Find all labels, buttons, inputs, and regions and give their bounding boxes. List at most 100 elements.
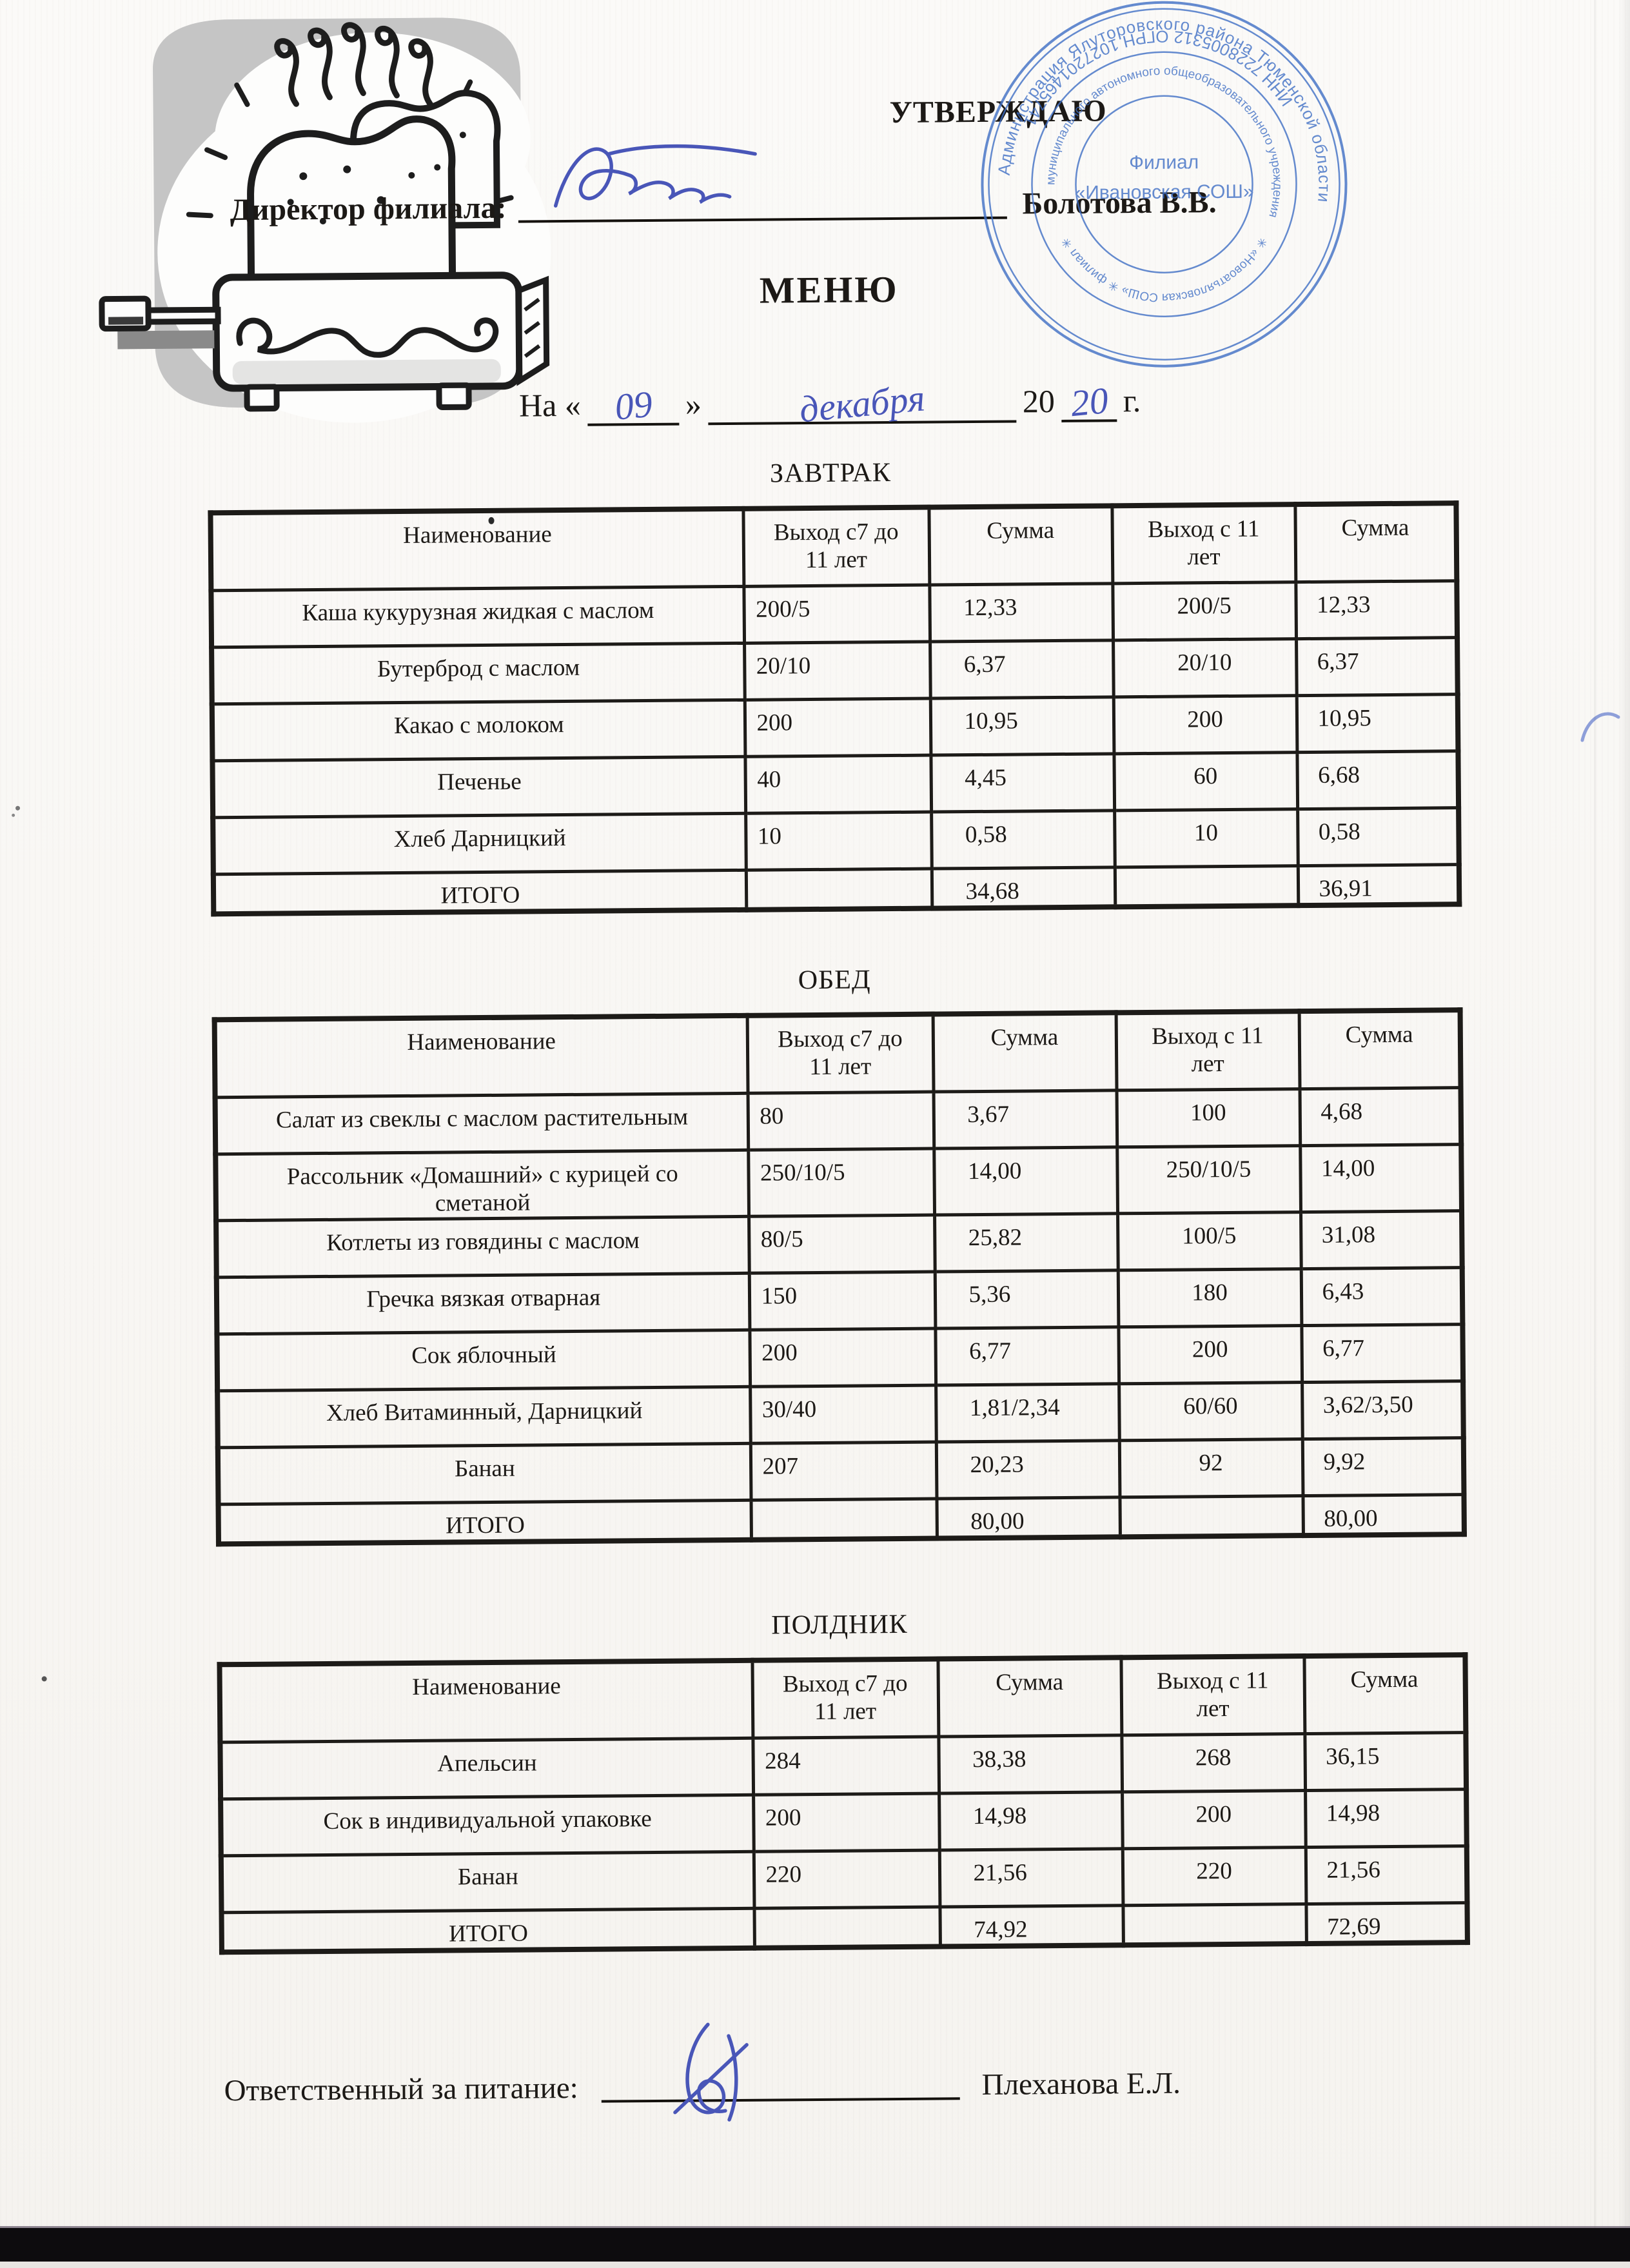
date-prefix: На « (518, 386, 582, 424)
value-cell: 3,67 (933, 1090, 1117, 1149)
column-header-0: Наименование (210, 508, 744, 591)
date-year-printed: 20 (1022, 383, 1056, 420)
value-cell: 250/10/5 (1117, 1145, 1301, 1214)
value-cell: 200 (1113, 695, 1297, 754)
section-breakfast: ЗАВТРАК Наименование Выход с7 до 11 лет Су… (208, 453, 1462, 917)
value-cell: 34,68 (931, 867, 1115, 909)
value-cell: 1,81/2,34 (936, 1383, 1119, 1442)
value-cell: 10,95 (1296, 694, 1458, 753)
value-cell: 12,33 (929, 583, 1114, 642)
value-cell: 60 (1114, 752, 1298, 811)
director-name: Болотова В.В. (1022, 185, 1217, 221)
dish-name-cell: ИТОГО (221, 1908, 754, 1953)
value-cell: 14,00 (934, 1147, 1118, 1215)
value-cell: 31,08 (1301, 1210, 1462, 1269)
side-hatches (524, 297, 541, 358)
value-cell: 5,36 (934, 1270, 1119, 1328)
column-header-0: Наименование (214, 1015, 748, 1098)
value-cell: 200 (1118, 1325, 1302, 1384)
value-cell: 14,98 (1305, 1789, 1467, 1848)
column-header-1: Выход с7 до 11 лет (752, 1659, 939, 1738)
value-cell: 3,62/3,50 (1302, 1381, 1464, 1439)
menu-row: Апельсин 284 38,38 268 36,15 (220, 1732, 1467, 1799)
scan-streak (1594, 0, 1596, 2262)
value-cell: 6,77 (1301, 1324, 1464, 1383)
dish-name-cell: Бутерброд с маслом (211, 642, 745, 704)
director-signature-line (517, 144, 1007, 223)
column-header-1: Выход с7 до 11 лет (747, 1014, 934, 1093)
menu-row: Печенье 40 4,45 60 6,68 (212, 751, 1459, 818)
menu-row: Салат из свеклы с маслом растительным 80 3… (215, 1087, 1462, 1154)
dish-name-cell: Какао с молоком (211, 699, 745, 761)
value-cell: 150 (749, 1271, 936, 1330)
value-cell: 72,69 (1306, 1902, 1468, 1944)
footer-name: Плеханова Е.Л. (981, 2066, 1181, 2102)
approve-text: УТВЕРЖДАЮ (889, 94, 1107, 130)
value-cell: 92 (1119, 1439, 1303, 1497)
director-label: Директор филиала: (230, 190, 507, 228)
value-cell: 80/5 (749, 1214, 935, 1273)
value-cell: 10 (1114, 809, 1298, 867)
menu-table-lunch: Наименование Выход с7 до 11 лет Сумма Выход… (211, 1007, 1467, 1547)
column-header-3: Выход с 11 лет (1112, 504, 1296, 584)
body-shade (232, 359, 501, 384)
value-cell (754, 1906, 940, 1948)
value-cell: 220 (1122, 1847, 1306, 1906)
column-header-4: Сумма (1299, 1010, 1461, 1089)
value-cell: 207 (750, 1441, 937, 1500)
footer-signature (673, 2022, 749, 2122)
toaster-wave-decor (236, 317, 499, 358)
toast-crumbs (287, 132, 466, 224)
menu-row: Бутерброд с маслом 20/10 6,37 20/10 6,37 (211, 637, 1458, 704)
footer-line: Ответственный за питание: Плеханова Е.Л. (224, 2021, 1181, 2122)
menu-row: Хлеб Витаминный, Дарницкий 30/40 1,81/2,34… (217, 1381, 1464, 1448)
dish-name-cell: ИТОГО (218, 1499, 751, 1544)
column-header-3: Выход с 11 лет (1115, 1011, 1300, 1090)
value-cell: 268 (1121, 1733, 1306, 1792)
column-header-2: Сумма (932, 1012, 1117, 1092)
date-year-underline: 20 (1061, 371, 1117, 425)
dish-name-cell: Рассольник «Домашний» с курицей со смета… (215, 1149, 749, 1221)
value-cell: 36,15 (1304, 1732, 1467, 1791)
dish-name-cell: Хлеб Дарницкий (213, 813, 746, 874)
value-cell: 30/40 (750, 1385, 936, 1443)
handwritten-year: 20 (1068, 379, 1110, 425)
toaster-illustration (99, 17, 551, 423)
date-day-underline: 09 (587, 375, 680, 428)
scan-speck (41, 1676, 47, 1682)
value-cell: 200/5 (1112, 582, 1297, 640)
menu-row: Банан 207 20,23 92 9,92 (217, 1437, 1464, 1504)
dish-name-cell: Котлеты из говядины с маслом (216, 1216, 749, 1277)
value-cell: 12,33 (1295, 580, 1458, 639)
column-header-3: Выход с 11 лет (1121, 1656, 1305, 1735)
footer-label: Ответственный за питание: (224, 2071, 578, 2108)
handwritten-month: декабря (798, 377, 927, 431)
column-header-4: Сумма (1304, 1655, 1466, 1734)
value-cell: 74,92 (939, 1905, 1123, 1947)
page-title: МЕНЮ (759, 268, 899, 311)
menu-row: Сок в индивидуальной упаковке 200 14,98 200… (221, 1789, 1467, 1856)
menu-row: Каша кукурузная жидкая с маслом 200/5 12,3… (211, 580, 1458, 647)
lever-shadow (117, 330, 215, 350)
value-cell: 20/10 (1113, 638, 1297, 697)
dish-name-cell: Салат из свеклы с маслом растительным (215, 1092, 749, 1154)
column-header-1: Выход с7 до 11 лет (743, 507, 930, 586)
value-cell: 10 (745, 811, 932, 870)
value-cell: 6,37 (1296, 637, 1458, 696)
value-cell: 6,43 (1301, 1267, 1463, 1326)
value-cell: 9,92 (1302, 1437, 1464, 1496)
value-cell: 0,58 (1297, 807, 1459, 866)
value-cell (745, 868, 932, 910)
date-suffix: г. (1123, 382, 1141, 419)
value-cell: 25,82 (934, 1213, 1118, 1272)
value-cell: 6,37 (930, 640, 1114, 698)
value-cell: 180 (1117, 1268, 1302, 1327)
dish-name-cell: Сок в индивидуальной упаковке (221, 1794, 754, 1856)
column-header-2: Сумма (938, 1657, 1122, 1737)
menu-row: Гречка вязкая отварная 150 5,36 180 6,43 (216, 1267, 1463, 1334)
value-cell: 80 (747, 1091, 934, 1150)
menu-table-breakfast: Наименование Выход с7 до 11 лет Сумма Выход… (208, 500, 1462, 917)
dish-name-cell: Хлеб Витаминный, Дарницкий (217, 1386, 751, 1448)
value-cell: 6,77 (935, 1326, 1119, 1385)
